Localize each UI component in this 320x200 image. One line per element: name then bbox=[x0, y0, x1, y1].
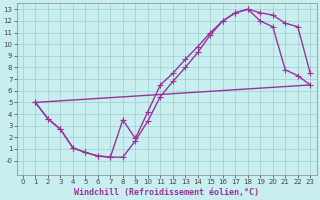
X-axis label: Windchill (Refroidissement éolien,°C): Windchill (Refroidissement éolien,°C) bbox=[74, 188, 259, 197]
